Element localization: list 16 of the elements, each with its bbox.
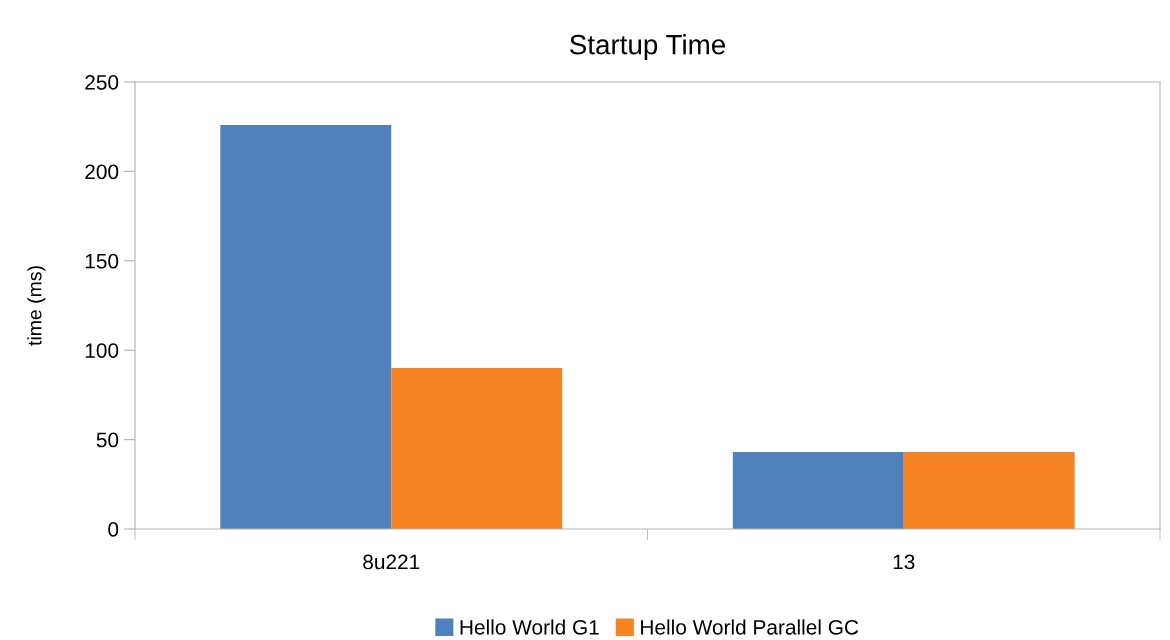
bar (391, 368, 563, 529)
bar (732, 452, 904, 529)
legend-label: Hello World G1 (460, 619, 599, 635)
x-tick-label: 13 (893, 554, 915, 570)
y-tick-label: 250 (85, 75, 119, 90)
y-tick-label: 0 (108, 522, 119, 537)
y-tick-label: 200 (85, 164, 119, 180)
chart-title: Startup Time (570, 34, 726, 60)
bar (220, 124, 392, 529)
y-tick-label: 150 (85, 253, 119, 269)
y-tick-label: 50 (96, 432, 119, 448)
y-axis-title: time (ms) (27, 266, 46, 346)
legend-label: Hello World Parallel GC (641, 619, 859, 635)
x-tick-label: 8u221 (363, 554, 420, 570)
bar (903, 452, 1075, 529)
y-tick-label: 100 (85, 343, 119, 358)
